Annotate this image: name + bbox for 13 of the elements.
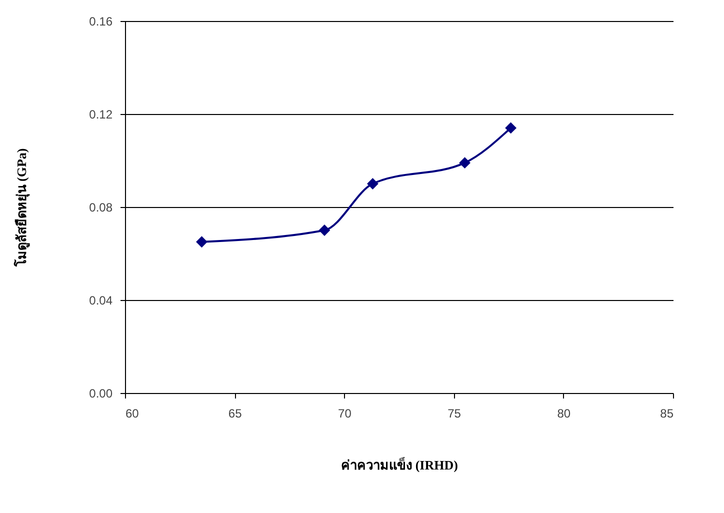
y-tick-label: 0.08 (89, 200, 113, 214)
x-tick-label: 85 (660, 406, 674, 420)
y-tick-label: 0.04 (89, 294, 113, 308)
x-axis-title: ค่าความแข็ง (IRHD) (341, 456, 458, 472)
x-tick-label: 80 (557, 406, 571, 420)
x-tick-label: 60 (126, 406, 140, 420)
y-tick-label: 0.16 (89, 14, 113, 28)
y-tick-label: 0.00 (89, 386, 113, 400)
x-tick-label: 70 (338, 406, 352, 420)
y-axis-title: โมดูลัสยืดหยุ่น (GPa) (13, 148, 30, 268)
y-tick-label: 0.12 (89, 108, 113, 122)
x-tick-label: 75 (448, 406, 462, 420)
x-tick-label: 65 (228, 406, 242, 420)
